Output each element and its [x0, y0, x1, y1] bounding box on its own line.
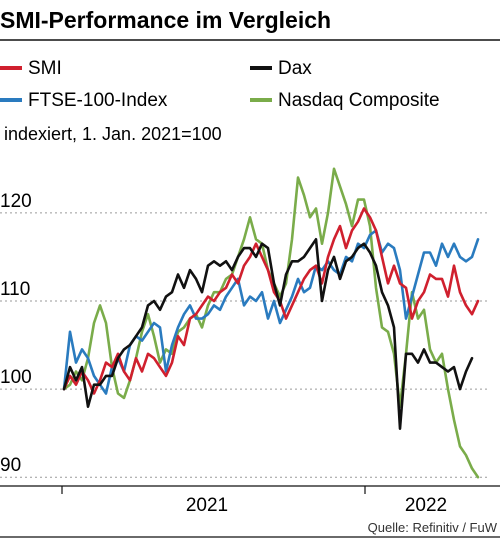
legend-label-3: Nasdaq Composite — [278, 90, 440, 111]
x-axis: 2021 2022 — [0, 485, 500, 516]
legend-label-1: Dax — [278, 58, 312, 79]
series-lines — [62, 167, 480, 479]
chart-legend: SMI Dax FTSE-100-Index Nasdaq Composite — [0, 58, 440, 111]
series-line-nasdaq-composite — [62, 167, 480, 479]
y-tick-labels: 90 100 110 120 — [0, 191, 32, 476]
legend-label-2: FTSE-100-Index — [28, 90, 168, 111]
x-tick-label-2021: 2021 — [186, 495, 228, 516]
y-tick-label-120: 120 — [0, 191, 32, 212]
chart-title: SMI-Performance im Vergleich — [0, 7, 331, 33]
y-tick-label-110: 110 — [0, 279, 30, 300]
series-line-smi — [62, 207, 480, 395]
series-line-dax — [62, 238, 474, 431]
legend-label-0: SMI — [28, 58, 62, 79]
y-tick-label-100: 100 — [0, 367, 32, 388]
source-note: Quelle: Refinitiv / FuW — [368, 520, 498, 535]
y-axis-label: indexiert, 1. Jan. 2021=100 — [4, 124, 222, 144]
y-tick-label-90: 90 — [0, 455, 21, 476]
x-tick-label-2022: 2022 — [405, 495, 447, 516]
grid-lines — [0, 212, 488, 478]
